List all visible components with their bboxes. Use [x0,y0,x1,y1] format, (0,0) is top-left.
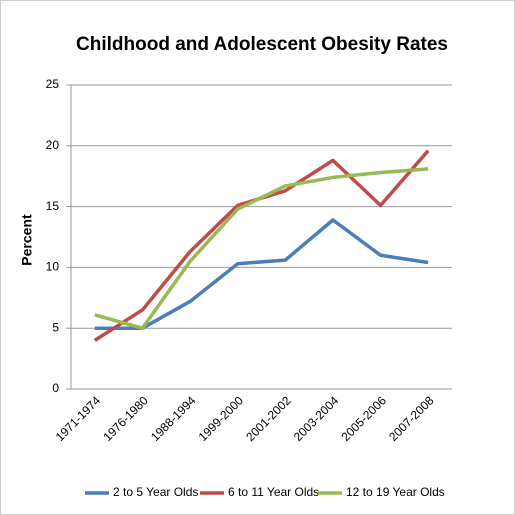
y-tick-label: 10 [46,260,60,274]
y-tick-label: 20 [46,138,60,152]
y-tick-label: 25 [46,77,60,91]
series-line [94,167,429,330]
y-axis-label: Percent [19,214,35,266]
series-line [94,218,429,330]
y-tick-label: 15 [46,199,60,213]
legend-label: 2 to 5 Year Olds [113,485,198,499]
legend-label: 12 to 19 Year Olds [346,485,445,499]
legend-label: 6 to 11 Year Olds [228,485,319,499]
chart-title: Childhood and Adolescent Obesity Rates [76,34,448,55]
y-tick-label: 5 [52,320,59,334]
y-tick-label: 0 [52,381,59,395]
